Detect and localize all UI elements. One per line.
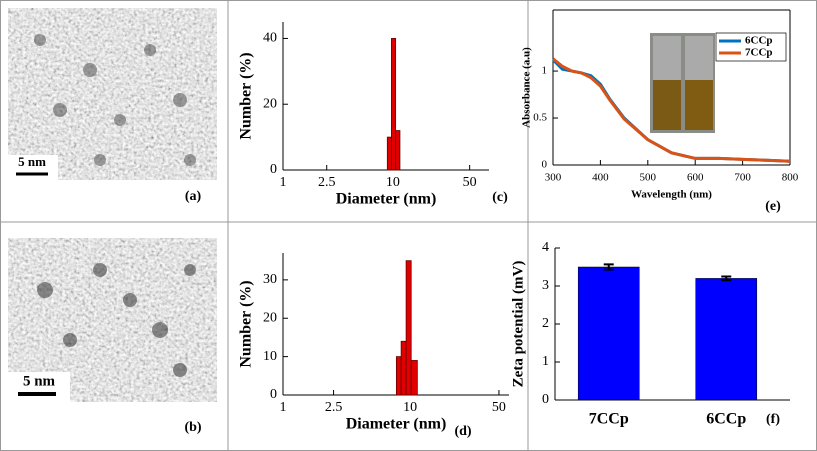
x-tick-label: 50 [463, 175, 477, 190]
bar [386, 136, 392, 171]
bar [695, 278, 758, 401]
inset-photo [650, 33, 715, 133]
y-axis-label: Absorbance (a.u) [521, 47, 533, 128]
y-tick-label: 0 [542, 159, 548, 171]
x-tick-label: 300 [545, 172, 562, 184]
y-tick-label: 10 [263, 349, 277, 364]
y-tick-label: 40 [263, 31, 277, 46]
y-tick-label: 30 [263, 272, 277, 287]
x-tick-label: 2.5 [325, 400, 343, 415]
error-bar [603, 263, 614, 271]
x-tick-label: 10 [403, 400, 417, 415]
x-tick-label: 1 [280, 175, 287, 190]
scale-bar-label: 5 nm [18, 154, 46, 169]
tem-image-b: 5 nm [8, 238, 217, 402]
panel-label: (a) [185, 189, 202, 204]
x-axis-label: Diameter (nm) [336, 191, 437, 208]
bar [400, 340, 407, 396]
bar [391, 38, 397, 171]
panel-label: (f) [766, 412, 780, 427]
y-tick-label: 0 [270, 387, 277, 402]
x-tick-label: 700 [734, 172, 751, 184]
y-tick-label: 0.5 [533, 112, 547, 124]
x-tick-label: 6CCp [706, 411, 746, 428]
panel-label: (e) [765, 199, 781, 214]
legend-label: 6CCp [745, 35, 773, 47]
y-axis-label: Number (%) [238, 52, 255, 139]
scale-bar-label: 5 nm [23, 373, 56, 389]
bar [395, 130, 401, 171]
x-tick-label: 2.5 [318, 175, 336, 190]
x-tick-label: 7CCp [589, 411, 629, 428]
x-axis-label: Wavelength (nm) [631, 189, 712, 201]
legend-label: 7CCp [745, 47, 773, 59]
x-tick-label: 50 [492, 400, 506, 415]
error-bar [721, 275, 732, 282]
y-axis-label: Number (%) [238, 280, 255, 367]
bar [410, 360, 418, 396]
bar [395, 356, 402, 396]
y-tick-label: 1 [542, 65, 548, 77]
x-tick-label: 500 [640, 172, 657, 184]
x-tick-label: 600 [687, 172, 704, 184]
bar [405, 260, 412, 396]
tem-image-a: 5 nm [8, 8, 217, 180]
y-tick-label: 0 [542, 392, 549, 407]
y-tick-label: 2 [542, 316, 549, 331]
x-tick-label: 1 [280, 400, 287, 415]
legend [715, 32, 787, 62]
x-tick-label: 400 [592, 172, 609, 184]
line [552, 57, 791, 163]
y-tick-label: 0 [270, 162, 277, 177]
x-tick-label: 800 [782, 172, 799, 184]
y-tick-label: 4 [542, 240, 549, 255]
y-axis-label: Zeta potential (mV) [510, 261, 526, 388]
x-axis-label: Diameter (nm) [346, 416, 447, 433]
y-tick-label: 3 [542, 278, 549, 293]
x-tick-label: 10 [386, 175, 400, 190]
bar [577, 266, 640, 401]
panel-label: (c) [492, 190, 508, 205]
panel-label: (d) [454, 424, 471, 439]
y-tick-label: 20 [263, 96, 277, 111]
y-tick-label: 1 [542, 354, 549, 369]
panel-label: (b) [184, 420, 201, 435]
y-tick-label: 20 [263, 310, 277, 325]
